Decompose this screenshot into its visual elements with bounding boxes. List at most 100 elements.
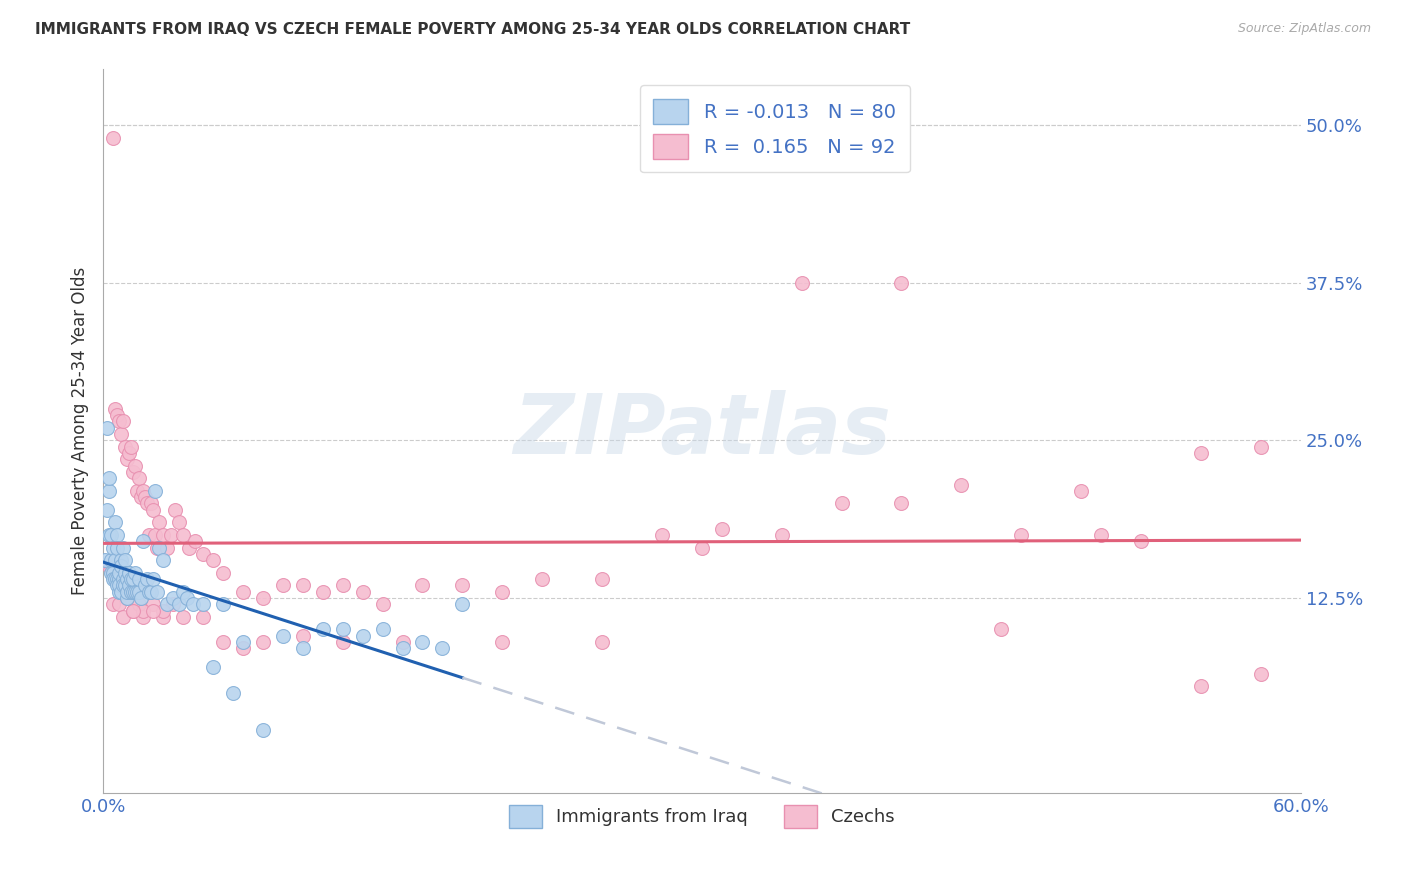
Point: [163, 502, 186, 516]
Point: [98, 559, 121, 574]
Point: [101, 566, 124, 580]
Point: [108, 578, 131, 592]
Point: [311, 584, 333, 599]
Point: [110, 427, 132, 442]
Point: [591, 635, 613, 649]
Point: [391, 635, 413, 649]
Point: [152, 610, 174, 624]
Point: [411, 635, 433, 649]
Point: [531, 572, 554, 586]
Point: [129, 591, 152, 605]
Point: [651, 528, 673, 542]
Point: [222, 685, 245, 699]
Point: [132, 603, 155, 617]
Point: [1010, 528, 1032, 542]
Point: [100, 528, 122, 542]
Point: [112, 415, 135, 429]
Point: [143, 528, 166, 542]
Point: [105, 408, 128, 422]
Point: [160, 528, 183, 542]
Point: [177, 541, 200, 555]
Point: [100, 553, 122, 567]
Point: [101, 597, 124, 611]
Point: [232, 641, 254, 656]
Point: [104, 553, 127, 567]
Point: [98, 471, 121, 485]
Point: [108, 415, 131, 429]
Point: [451, 578, 474, 592]
Point: [125, 584, 148, 599]
Text: IMMIGRANTS FROM IRAQ VS CZECH FEMALE POVERTY AMONG 25-34 YEAR OLDS CORRELATION C: IMMIGRANTS FROM IRAQ VS CZECH FEMALE POV…: [35, 22, 911, 37]
Point: [1070, 483, 1092, 498]
Text: Source: ZipAtlas.com: Source: ZipAtlas.com: [1237, 22, 1371, 36]
Point: [112, 541, 135, 555]
Point: [212, 597, 235, 611]
Point: [124, 458, 146, 473]
Point: [115, 572, 138, 586]
Point: [352, 584, 374, 599]
Point: [271, 629, 294, 643]
Point: [114, 566, 136, 580]
Point: [167, 597, 190, 611]
Point: [122, 465, 145, 479]
Point: [172, 584, 194, 599]
Point: [232, 584, 254, 599]
Point: [1250, 440, 1272, 454]
Point: [352, 629, 374, 643]
Point: [120, 584, 142, 599]
Point: [125, 483, 148, 498]
Point: [114, 578, 136, 592]
Point: [148, 541, 170, 555]
Point: [118, 578, 141, 592]
Point: [101, 572, 124, 586]
Point: [142, 502, 165, 516]
Point: [146, 541, 169, 555]
Point: [122, 603, 145, 617]
Point: [181, 597, 204, 611]
Point: [291, 641, 314, 656]
Point: [690, 541, 713, 555]
Point: [120, 572, 142, 586]
Point: [332, 635, 354, 649]
Point: [124, 584, 146, 599]
Point: [132, 483, 155, 498]
Point: [890, 496, 912, 510]
Point: [332, 578, 354, 592]
Point: [142, 572, 165, 586]
Point: [98, 528, 121, 542]
Point: [152, 553, 174, 567]
Point: [122, 584, 145, 599]
Point: [139, 584, 162, 599]
Point: [212, 566, 235, 580]
Point: [1189, 679, 1212, 693]
Point: [110, 584, 132, 599]
Point: [252, 591, 274, 605]
Point: [142, 603, 165, 617]
Point: [201, 553, 224, 567]
Point: [191, 597, 214, 611]
Point: [118, 446, 141, 460]
Point: [232, 635, 254, 649]
Point: [152, 528, 174, 542]
Point: [104, 401, 127, 416]
Point: [115, 591, 138, 605]
Point: [132, 534, 155, 549]
Point: [143, 483, 166, 498]
Point: [162, 591, 184, 605]
Point: [105, 528, 128, 542]
Point: [451, 597, 474, 611]
Point: [156, 597, 179, 611]
Point: [176, 591, 198, 605]
Point: [1130, 534, 1153, 549]
Point: [201, 660, 224, 674]
Point: [96, 421, 118, 435]
Point: [94, 553, 117, 567]
Point: [710, 522, 733, 536]
Point: [101, 131, 124, 145]
Point: [184, 534, 207, 549]
Point: [132, 610, 155, 624]
Point: [114, 440, 136, 454]
Point: [124, 566, 146, 580]
Point: [252, 635, 274, 649]
Point: [120, 440, 142, 454]
